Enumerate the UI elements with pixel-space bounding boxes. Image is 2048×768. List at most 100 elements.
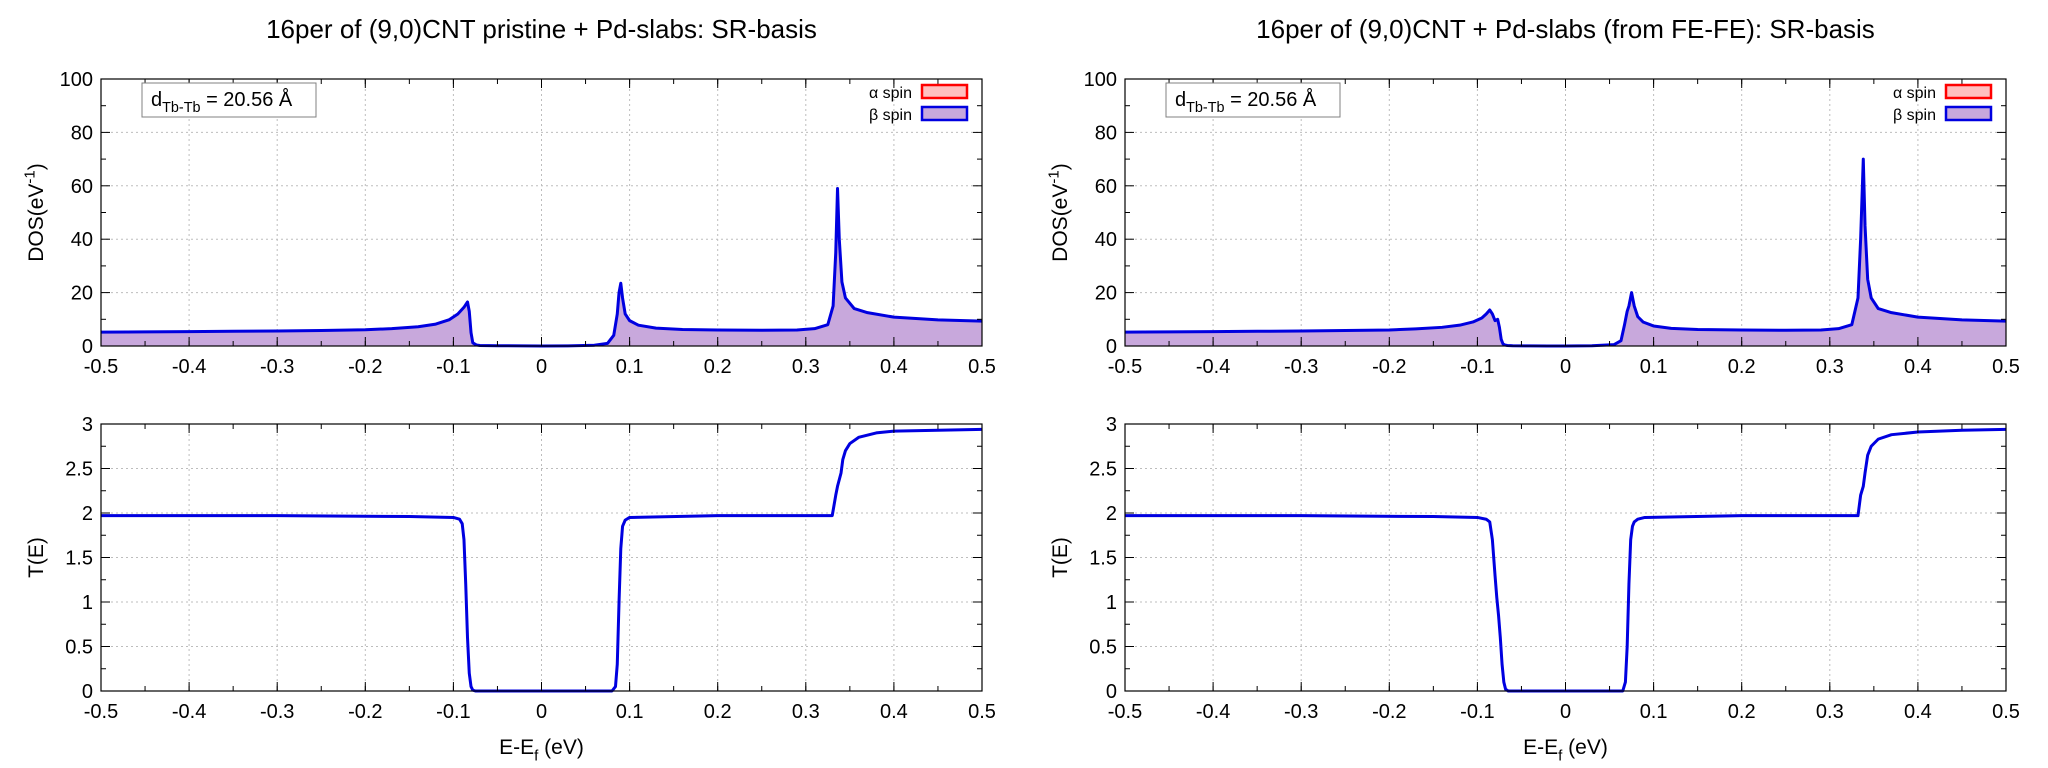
x-tick-label: 0	[536, 701, 547, 723]
ticks: -0.5 -0.4 -0.3 -0.2 -0.1 0 0.1 0.2 0.3 0.4 0.5 0 20 4…	[1084, 69, 2020, 378]
x-tick-label: 0	[536, 356, 547, 378]
x-tick-label: 0.4	[880, 701, 908, 723]
legend-swatch	[920, 83, 969, 100]
legend: α spin β spin	[1893, 83, 1993, 124]
y-tick-label: 0	[1106, 336, 1117, 358]
subscript: Tb-Tb	[162, 100, 200, 116]
text-run: 16per of (9,0)CNT + Pd-slabs (from FE-FE…	[1256, 14, 1875, 44]
y-axis-label: T(E)	[1049, 537, 1072, 578]
x-tick-label: -0.3	[260, 356, 294, 378]
text-run: (eV)	[1562, 736, 1608, 759]
grid-lines	[1125, 424, 2006, 691]
x-tick-label: -0.2	[1372, 356, 1406, 378]
y-tick-label: 2	[82, 503, 93, 525]
x-tick-label: -0.4	[1196, 356, 1230, 378]
y-tick-label: 80	[1095, 122, 1117, 144]
x-tick-label: 0.1	[1640, 701, 1668, 723]
annotation-text: dTb-Tb = 20.56 Å	[1175, 88, 1317, 116]
x-tick-label: -0.2	[1372, 701, 1406, 723]
x-tick-label: 0.5	[1992, 356, 2020, 378]
series-group	[1124, 157, 2007, 348]
x-tick-label: 0.4	[880, 356, 908, 378]
x-tick-label: -0.2	[348, 356, 382, 378]
text-run: )	[1049, 163, 1072, 170]
x-tick-label: -0.1	[436, 356, 470, 378]
grid-lines	[101, 424, 982, 691]
ticks: -0.5 -0.4 -0.3 -0.2 -0.1 0 0.1 0.2 0.3 0.4 0.5 0 0.5…	[65, 414, 996, 723]
legend-swatch	[1944, 83, 1993, 100]
y-tick-label: 20	[1095, 283, 1117, 305]
subscript: f	[534, 747, 539, 764]
series-line	[1124, 157, 2007, 348]
y-tick-label: 0	[82, 681, 93, 703]
x-tick-label: 0.1	[616, 701, 644, 723]
y-tick-label: 0	[82, 336, 93, 358]
y-tick-label: 0.5	[65, 637, 93, 659]
grid-lines	[101, 79, 982, 346]
series-area-β-spin	[1125, 159, 2006, 346]
x-tick-label: -0.4	[172, 356, 206, 378]
x-tick-label: 0.2	[1728, 701, 1756, 723]
legend-label: α spin	[869, 85, 912, 102]
text-run: d	[1175, 89, 1186, 111]
chart-panel-2: -0.5 -0.4 -0.3 -0.2 -0.1 0 0.1 0.2 0.3 0.4 0.5 0 0.5…	[25, 414, 996, 764]
y-axis-label: DOS(eV-1)	[1046, 163, 1072, 262]
x-tick-label: 0.1	[616, 356, 644, 378]
y-tick-label: 100	[1084, 69, 1117, 91]
text-run: E-E	[499, 736, 534, 759]
x-tick-label: -0.3	[260, 701, 294, 723]
text-run: T(E)	[25, 537, 48, 578]
legend-swatch	[1944, 105, 1993, 122]
subscript: f	[1558, 747, 1563, 764]
x-tick-label: -0.4	[172, 701, 206, 723]
text-run: DOS(eV	[25, 184, 48, 262]
series-line	[1125, 427, 2007, 693]
y-tick-label: 3	[82, 414, 93, 436]
legend-label: β spin	[1893, 107, 1936, 124]
annotation-frame	[141, 82, 317, 118]
x-tick-label: -0.4	[1196, 701, 1230, 723]
text-run: = 20.56 Å	[1225, 88, 1317, 111]
ticks: -0.5 -0.4 -0.3 -0.2 -0.1 0 0.1 0.2 0.3 0.4 0.5 0 0.5…	[1089, 414, 2020, 723]
text-run: T(E)	[1049, 537, 1072, 578]
legend-swatch	[920, 105, 969, 122]
text-run: d	[151, 89, 162, 111]
y-tick-label: 1	[1106, 592, 1117, 614]
annotation-box: dTb-Tb = 20.56 Å	[141, 82, 317, 118]
superscript: -1	[1046, 170, 1063, 183]
text-run: )	[25, 163, 48, 170]
x-tick-label: 0.4	[1904, 356, 1932, 378]
series-group	[101, 427, 983, 693]
x-tick-label: 0	[1560, 701, 1571, 723]
series-line	[100, 186, 983, 348]
subscript: Tb-Tb	[1186, 100, 1224, 116]
x-tick-label: 0.3	[792, 356, 820, 378]
chart-title: 16per of (9,0)CNT + Pd-slabs (from FE-FE…	[1256, 14, 1875, 44]
text-run: (eV)	[538, 736, 584, 759]
y-tick-label: 3	[1106, 414, 1117, 436]
y-tick-label: 60	[71, 176, 93, 198]
superscript: -1	[22, 170, 39, 183]
x-tick-label: -0.5	[84, 356, 118, 378]
x-tick-label: 0.2	[1728, 356, 1756, 378]
chart-panel-1: 16per of (9,0)CNT pristine + Pd-slabs: S…	[22, 14, 996, 378]
y-tick-label: 40	[1095, 229, 1117, 251]
y-tick-label: 2.5	[65, 459, 93, 481]
y-tick-label: 2.5	[1089, 459, 1117, 481]
x-tick-label: 0.3	[1816, 356, 1844, 378]
x-tick-label: 0.2	[704, 701, 732, 723]
text-run: = 20.56 Å	[201, 88, 293, 111]
annotation-frame	[1165, 82, 1341, 118]
text-run: E-E	[1523, 736, 1558, 759]
legend: α spin β spin	[869, 83, 969, 124]
y-tick-label: 1.5	[65, 548, 93, 570]
series-area-β-spin	[101, 188, 982, 346]
x-tick-label: 0.5	[1992, 701, 2020, 723]
grid-lines	[1125, 79, 2006, 346]
x-tick-label: 0.1	[1640, 356, 1668, 378]
x-tick-label: 0.4	[1904, 701, 1932, 723]
y-tick-label: 60	[1095, 176, 1117, 198]
x-tick-label: -0.1	[1460, 356, 1494, 378]
x-tick-label: -0.5	[1108, 701, 1142, 723]
text-run: 16per of (9,0)CNT pristine + Pd-slabs: S…	[266, 14, 817, 44]
